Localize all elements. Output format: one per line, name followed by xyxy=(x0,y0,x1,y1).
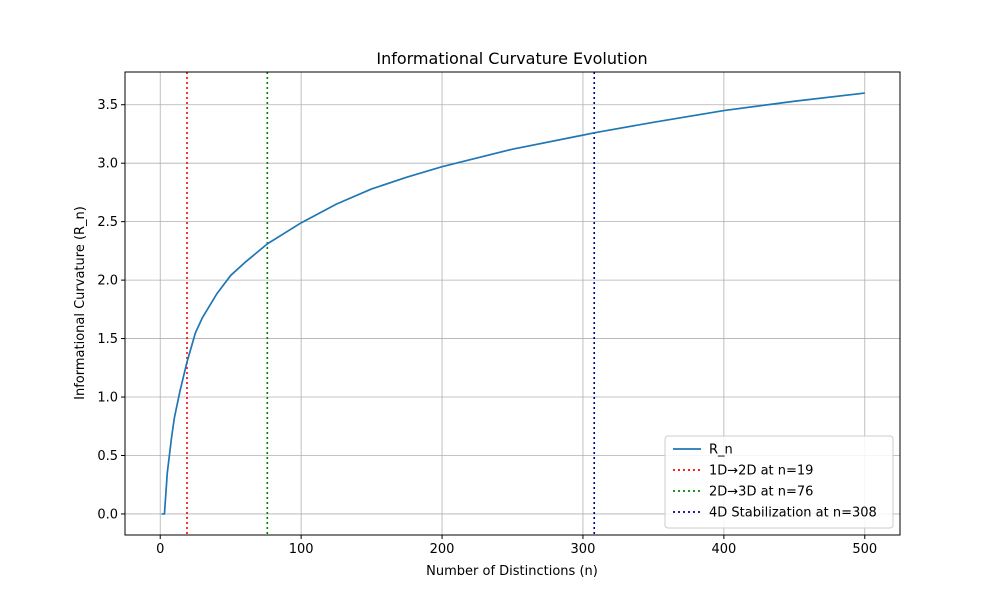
x-tick-label: 500 xyxy=(852,542,877,557)
y-tick-label: 1.5 xyxy=(97,332,118,347)
x-tick-label: 300 xyxy=(571,542,596,557)
y-tick-label: 0.5 xyxy=(97,449,118,464)
x-tick-label: 100 xyxy=(289,542,314,557)
vertical-markers xyxy=(186,72,596,535)
y-tick-label: 0.0 xyxy=(97,507,118,522)
y-tick-label: 3.0 xyxy=(97,157,118,172)
series-line xyxy=(161,92,865,515)
legend-label: 1D→2D at n=19 xyxy=(709,464,813,479)
legend-box xyxy=(664,435,894,529)
axis-ticks: 0 100 200 300 400 500 0.0 0.5 1.0 1.5 2.0 2.5 3.0 3.5 xyxy=(97,98,877,557)
legend-label: 4D Stabilization at n=308 xyxy=(709,506,877,521)
y-tick-label: 3.5 xyxy=(97,98,118,113)
plot-frame xyxy=(124,71,901,536)
y-tick-label: 2.5 xyxy=(97,215,118,230)
grid xyxy=(125,72,900,535)
x-axis-label: Number of Distinctions (n) xyxy=(426,564,598,579)
chart-title: Informational Curvature Evolution xyxy=(376,49,647,68)
y-tick-label: 1.0 xyxy=(97,391,118,406)
y-axis-label: Informational Curvature (R_n) xyxy=(73,206,88,400)
legend-label: 2D→3D at n=76 xyxy=(709,485,813,500)
legend-label: R_n xyxy=(709,443,733,458)
y-tick-label: 2.0 xyxy=(97,274,118,289)
x-tick-label: 0 xyxy=(156,542,164,557)
series-layer xyxy=(161,92,865,515)
x-tick-label: 200 xyxy=(430,542,455,557)
legend: R_n 1D→2D at n=19 2D→3D at n=76 4D Stabiliz… xyxy=(664,435,894,529)
x-tick-label: 400 xyxy=(711,542,736,557)
